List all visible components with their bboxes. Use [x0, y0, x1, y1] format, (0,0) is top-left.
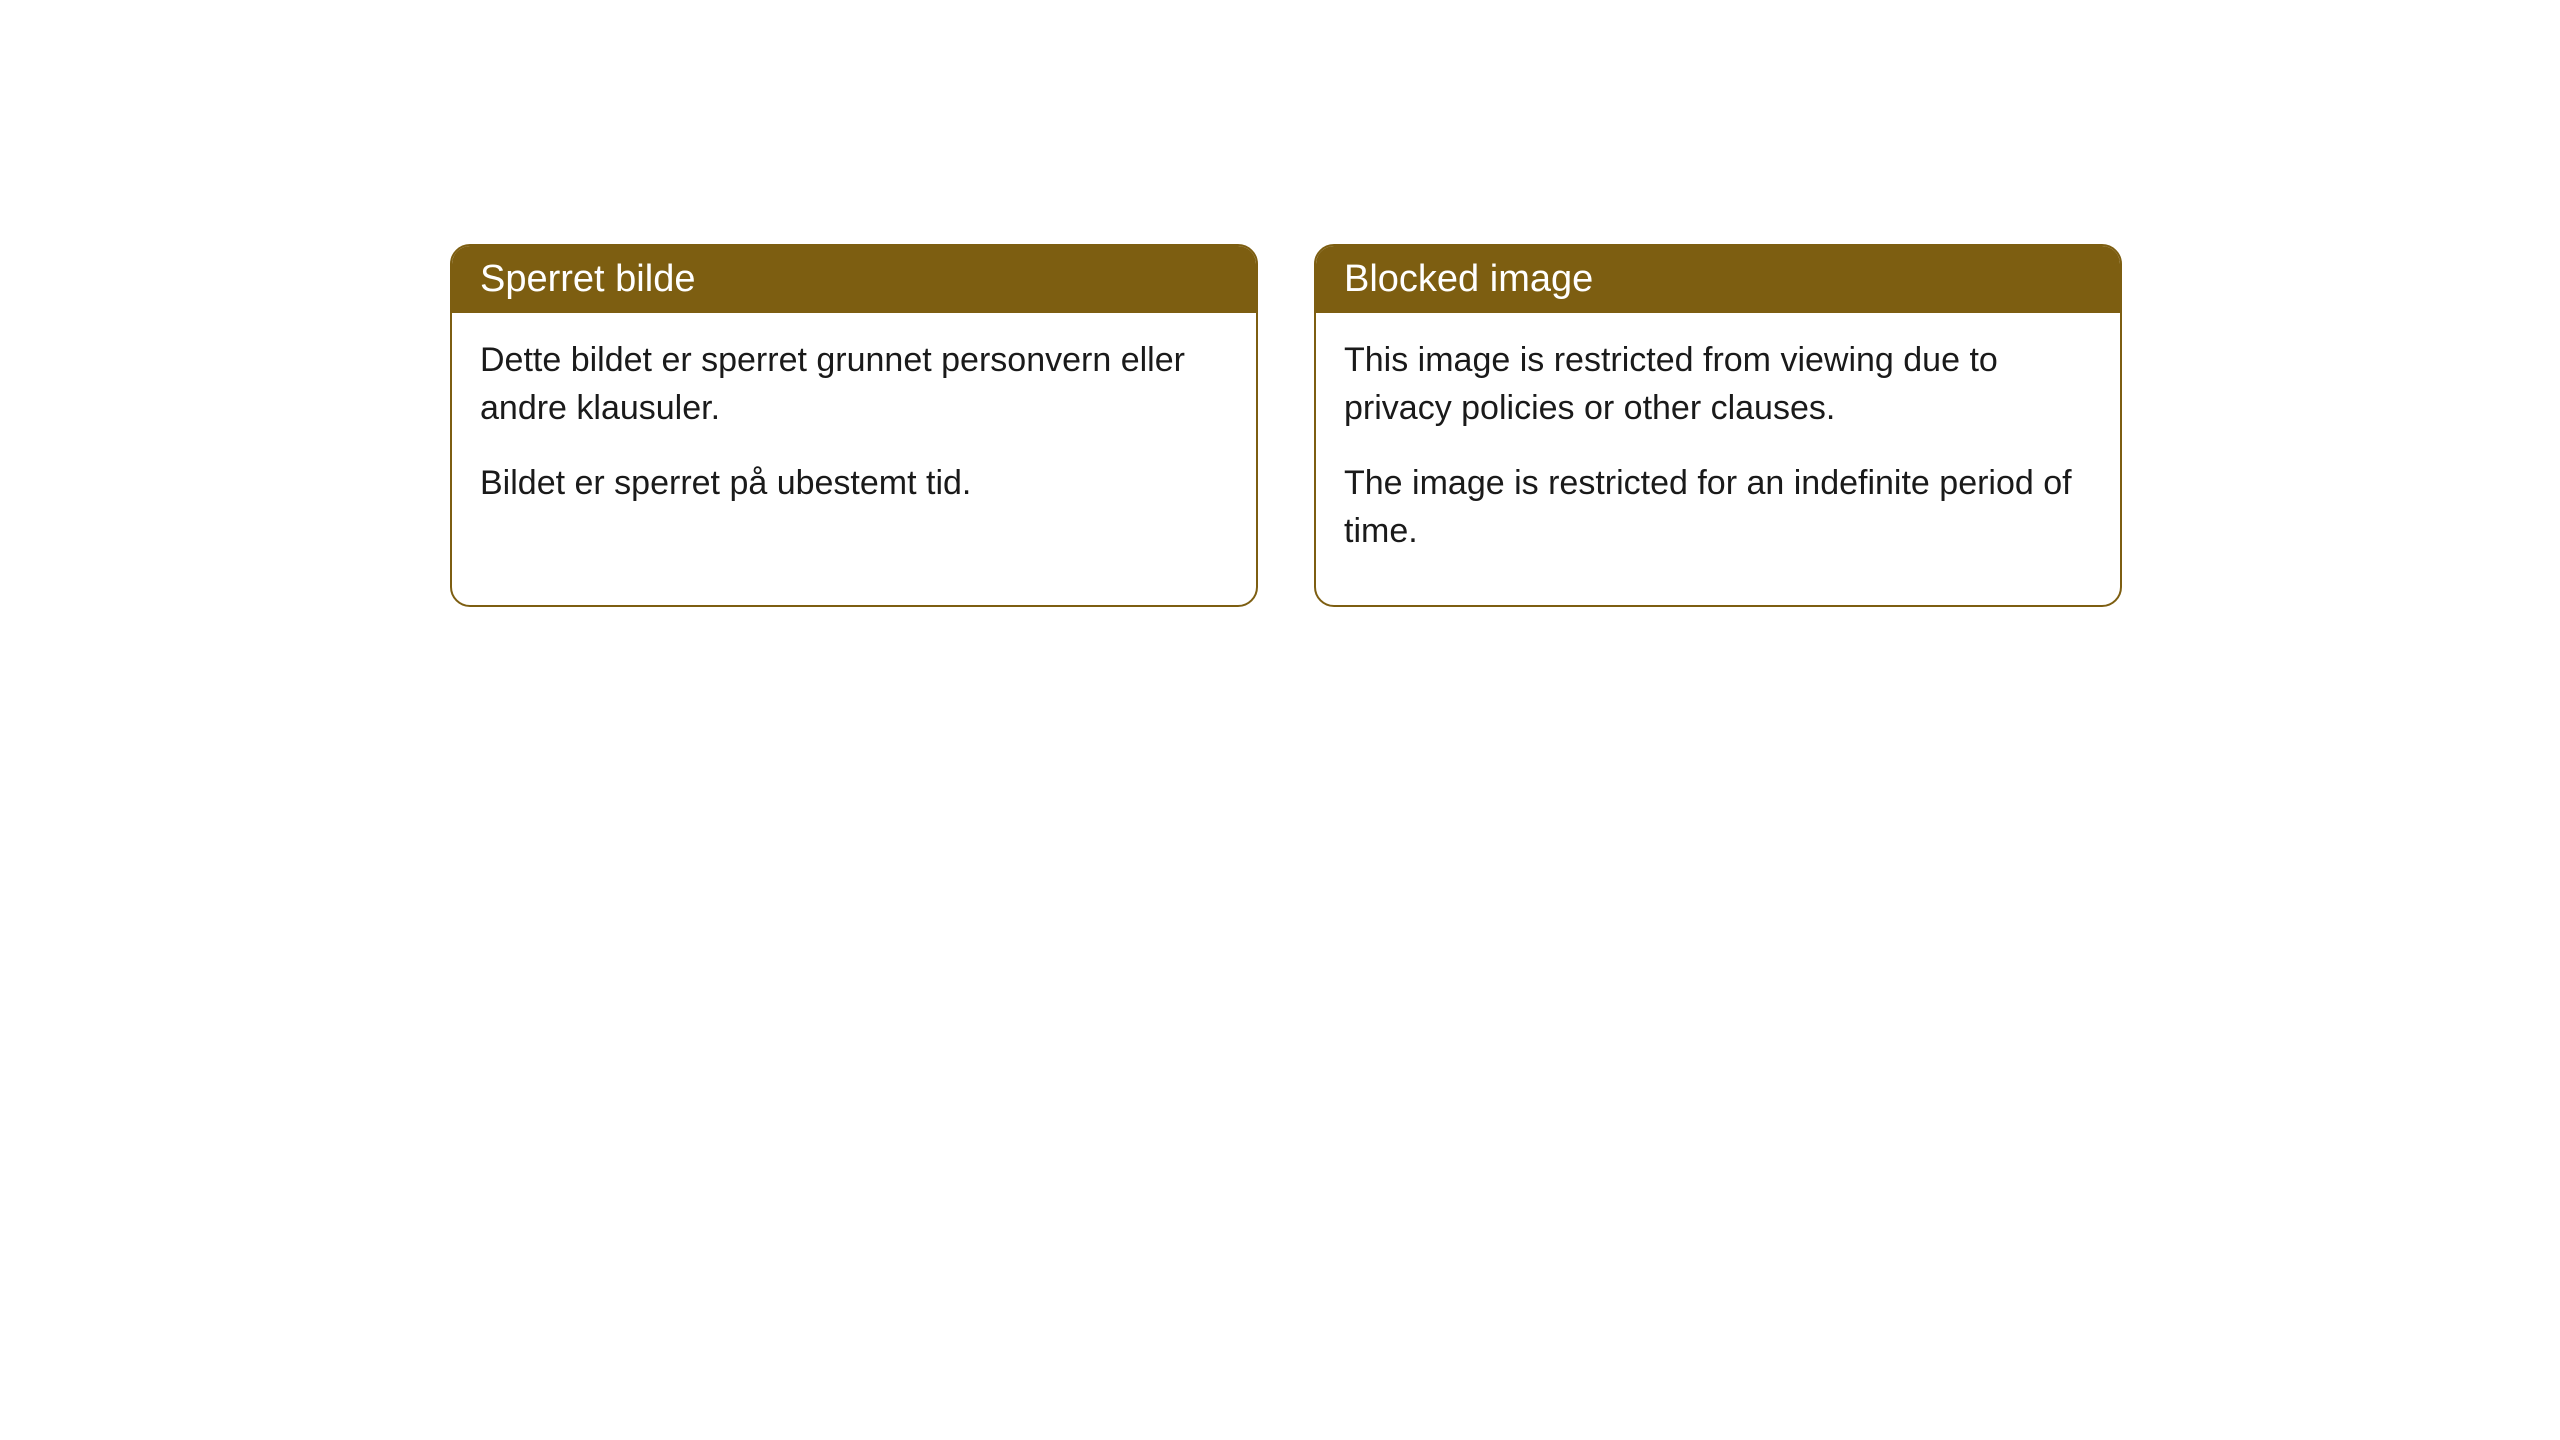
- blocked-image-card-norwegian: Sperret bilde Dette bildet er sperret gr…: [450, 244, 1258, 607]
- card-body: Dette bildet er sperret grunnet personve…: [452, 313, 1256, 558]
- card-paragraph: Bildet er sperret på ubestemt tid.: [480, 460, 1228, 508]
- card-paragraph: The image is restricted for an indefinit…: [1344, 460, 2092, 555]
- card-container: Sperret bilde Dette bildet er sperret gr…: [0, 0, 2560, 607]
- card-header: Blocked image: [1316, 246, 2120, 313]
- card-header: Sperret bilde: [452, 246, 1256, 313]
- blocked-image-card-english: Blocked image This image is restricted f…: [1314, 244, 2122, 607]
- card-body: This image is restricted from viewing du…: [1316, 313, 2120, 605]
- card-title: Sperret bilde: [480, 258, 695, 300]
- card-paragraph: This image is restricted from viewing du…: [1344, 337, 2092, 432]
- card-title: Blocked image: [1344, 258, 1593, 300]
- card-paragraph: Dette bildet er sperret grunnet personve…: [480, 337, 1228, 432]
